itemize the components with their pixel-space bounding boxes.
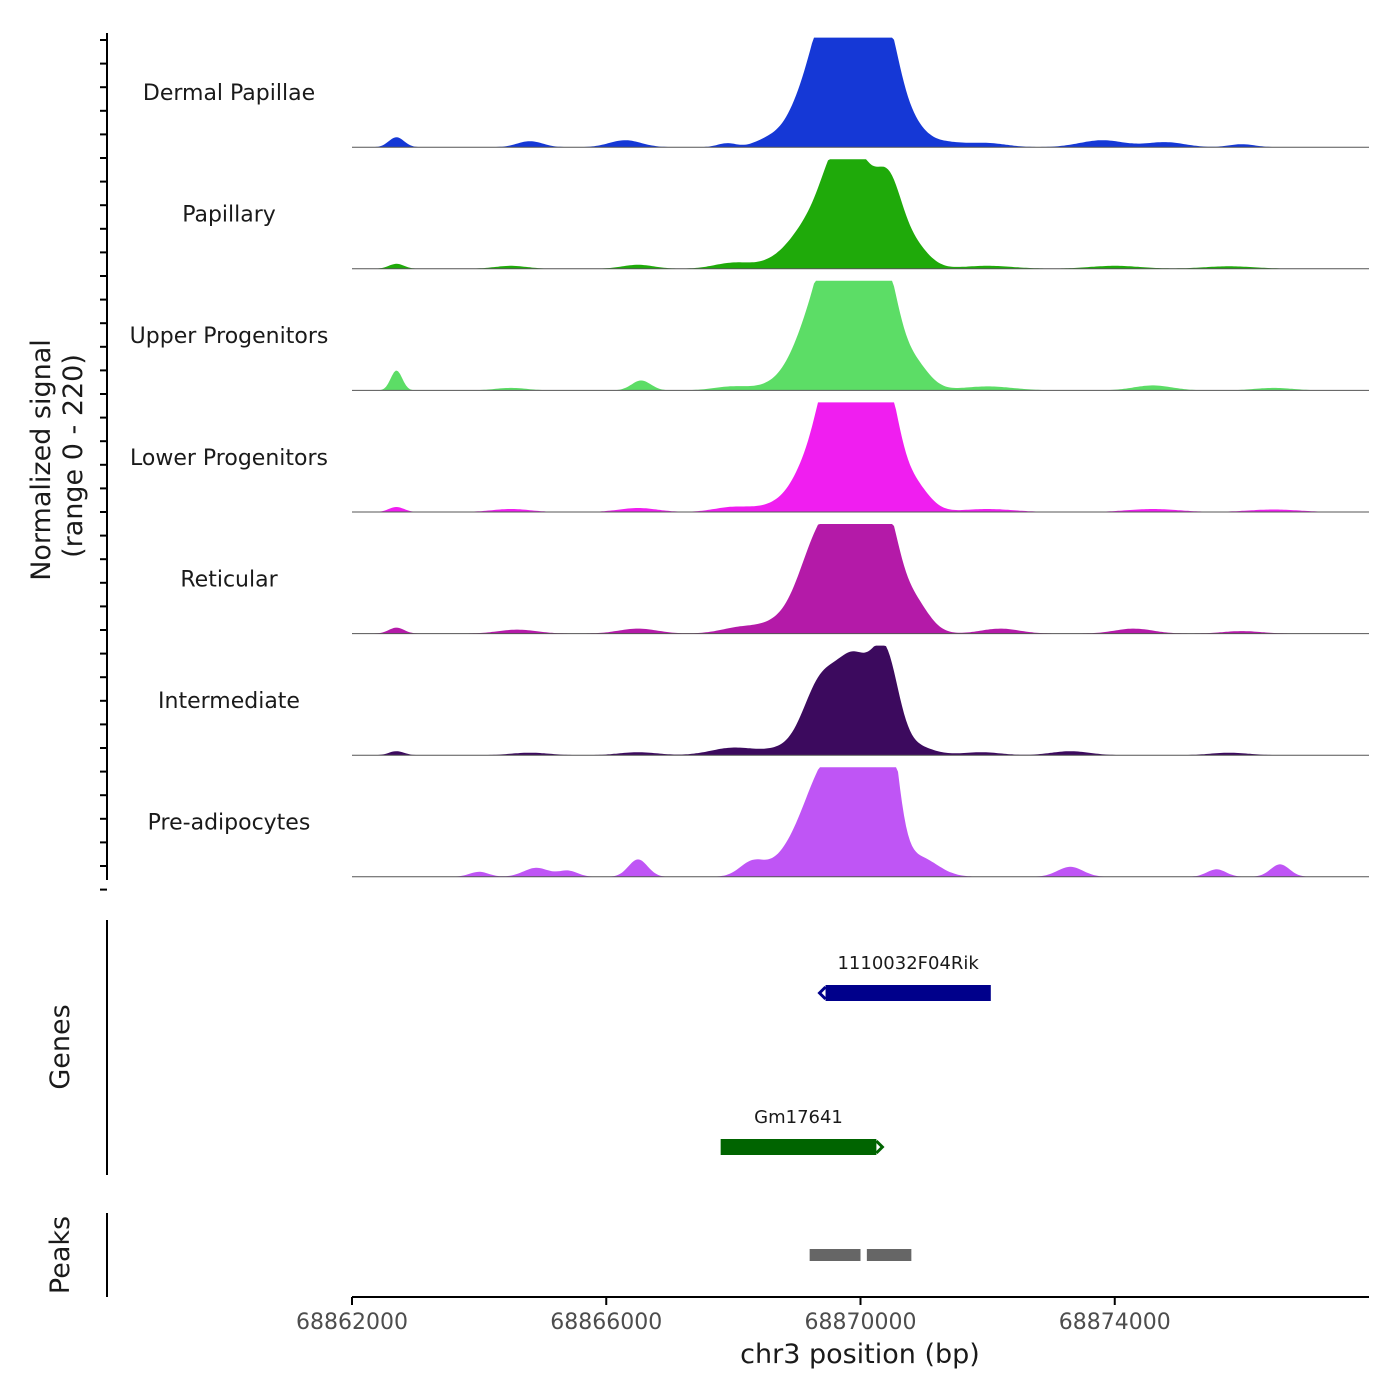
x-tick-label: 68862000 xyxy=(296,1310,408,1335)
signal-y-ticks xyxy=(100,39,107,891)
peak-region xyxy=(866,1249,912,1261)
track-label: Reticular xyxy=(180,567,278,592)
x-tick-label: 68874000 xyxy=(1059,1310,1171,1335)
track-signal-area xyxy=(352,402,1369,512)
gene-strand-arrow xyxy=(817,985,827,1001)
track-signal-area xyxy=(352,524,1369,634)
x-axis: 68862000 68866000 68870000 68874000 chr3 po… xyxy=(296,1296,1369,1370)
track-signal-area xyxy=(352,645,1369,756)
peaks-ylabel: Peaks xyxy=(45,1216,76,1294)
x-axis-label: chr3 position (bp) xyxy=(740,1339,980,1370)
track-label: Intermediate xyxy=(158,689,300,714)
gene-label: Gm17641 xyxy=(754,1107,843,1128)
track-signal-area xyxy=(352,159,1369,269)
x-tick-label: 68866000 xyxy=(550,1310,662,1335)
track-signal-area xyxy=(352,280,1369,391)
peaks-panel: Peaks xyxy=(45,1213,912,1297)
signal-panel: Normalized signal (range 0 - 220) Dermal… xyxy=(26,33,1369,891)
signal-ylabel-line2: (range 0 - 220) xyxy=(58,354,89,558)
track-label: Upper Progenitors xyxy=(130,324,329,349)
track-label: Lower Progenitors xyxy=(130,446,328,471)
track-label: Pre-adipocytes xyxy=(148,811,311,836)
genes-panel: Genes 1110032F04Rik Gm17641 xyxy=(45,920,991,1175)
x-ticks: 68862000 68866000 68870000 68874000 xyxy=(296,1297,1171,1335)
gene-annotations: 1110032F04Rik Gm17641 xyxy=(720,953,991,1155)
track-label: Dermal Papillae xyxy=(143,81,315,106)
signal-tracks: Dermal Papillae Papillary Upper Progenitor… xyxy=(130,37,1369,878)
gene-body xyxy=(720,1139,877,1155)
signal-ylabel-line1: Normalized signal xyxy=(26,339,57,581)
track-signal-area xyxy=(352,767,1369,877)
track-label: Papillary xyxy=(182,203,276,228)
x-tick-label: 68870000 xyxy=(805,1310,917,1335)
gene-label: 1110032F04Rik xyxy=(837,953,979,974)
track-signal-area xyxy=(352,37,1369,148)
genes-ylabel: Genes xyxy=(45,1004,76,1089)
gene-body xyxy=(825,985,991,1001)
gene-strand-arrow xyxy=(875,1139,885,1155)
peak-regions xyxy=(809,1249,912,1261)
peak-region xyxy=(809,1249,861,1261)
